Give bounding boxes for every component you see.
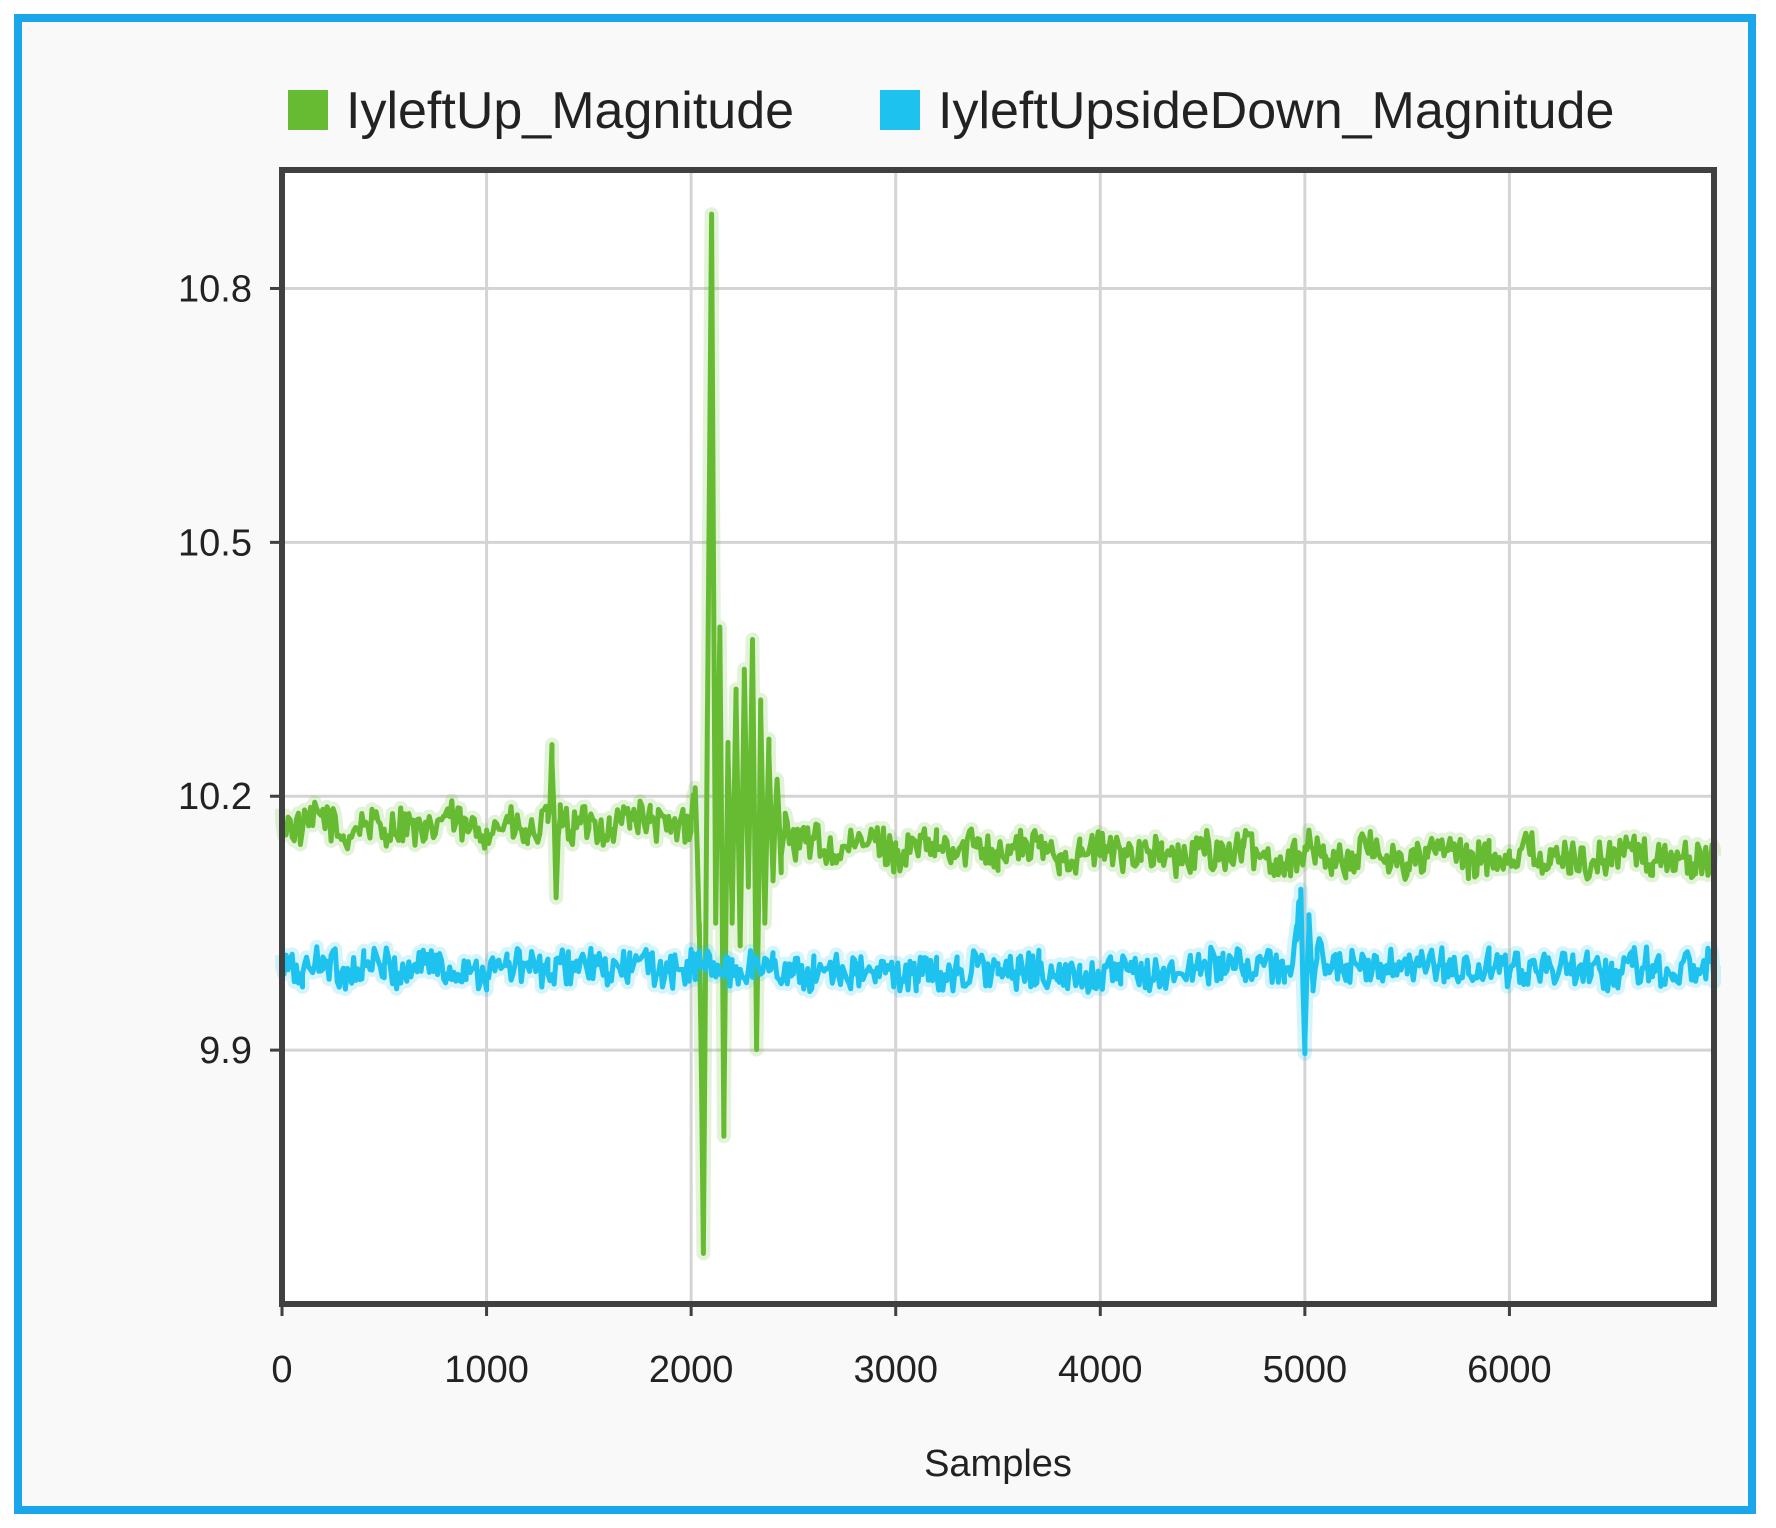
plot-background [282,170,1714,1304]
y-tick-label: 10.2 [178,776,252,818]
series-line [279,211,1717,1256]
x-tick-label: 1000 [444,1349,529,1391]
y-tick-label: 10.5 [178,522,252,564]
series-line [279,886,1717,1057]
x-tick-label: 3000 [853,1349,938,1391]
x-tick-label: 0 [271,1349,292,1391]
x-axis-title: Samples [924,1443,1072,1485]
x-tick-label: 2000 [649,1349,734,1391]
y-axis-ticks: 9.9 10.2 10.5 10.8 [178,268,282,1072]
legend-label: IyleftUpsideDown_Magnitude [938,82,1614,140]
x-tick-label: 5000 [1263,1349,1348,1391]
y-tick-label: 10.8 [178,268,252,310]
legend-swatch [880,90,920,130]
x-tick-label: 6000 [1467,1349,1552,1391]
grid-lines [282,170,1714,1304]
y-tick-label: 9.9 [199,1030,252,1072]
legend-label: IyleftUp_Magnitude [346,82,794,140]
x-axis-ticks: 0 1000 2000 3000 4000 5000 6000 [271,1304,1552,1391]
legend: IyleftUp_Magnitude IyleftUpsideDown_Magni… [288,82,1614,140]
plot-area-border [279,167,1717,1307]
x-tick-label: 4000 [1058,1349,1143,1391]
legend-swatch [288,90,328,130]
series-lines [275,207,1721,1261]
